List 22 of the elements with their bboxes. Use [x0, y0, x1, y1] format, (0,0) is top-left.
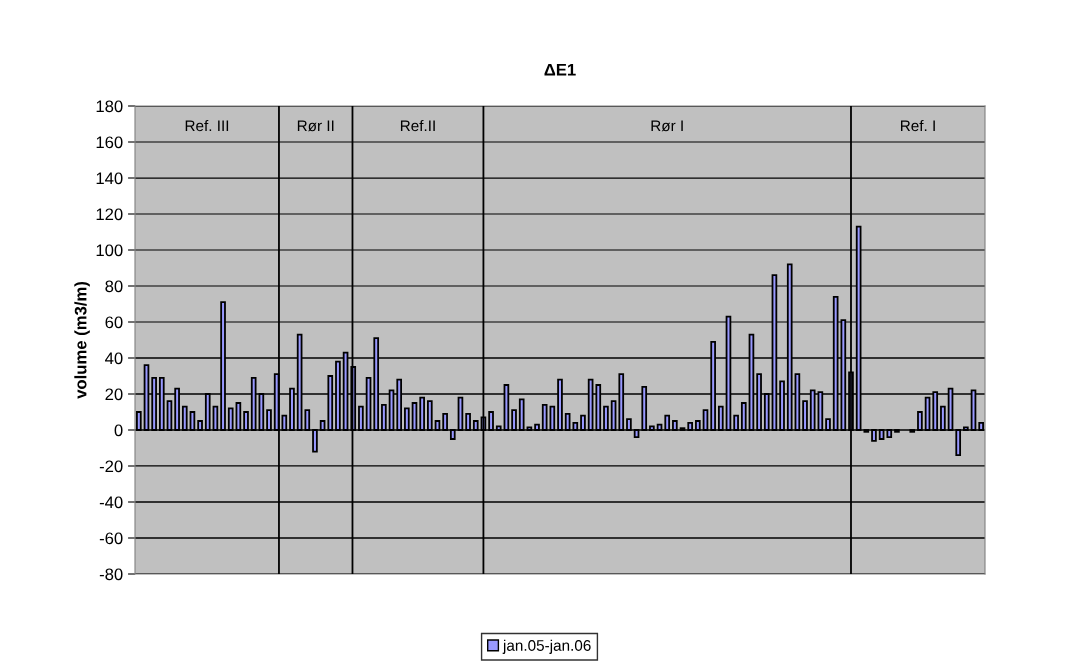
y-tick-label: 20 — [105, 388, 123, 401]
y-axis-title: volume (m3/m) — [74, 282, 90, 399]
y-tick-label: 0 — [114, 424, 123, 437]
y-tick-label: 60 — [105, 316, 123, 329]
y-tick-label: 100 — [96, 244, 123, 257]
y-tick-label: -60 — [99, 532, 123, 545]
y-tick-label: 40 — [105, 352, 123, 365]
annotation: Rør II — [297, 120, 334, 132]
y-tick-label: 80 — [105, 280, 123, 293]
annotation: Rør I — [651, 120, 683, 132]
y-tick-label: 180 — [96, 100, 123, 113]
legend-label: jan.05-jan.06 — [502, 639, 591, 654]
y-tick-label: 160 — [96, 136, 123, 149]
y-tick-label: -20 — [99, 460, 123, 473]
y-tick-label: -40 — [99, 496, 123, 509]
y-tick-label: -80 — [99, 568, 123, 581]
y-tick-label: 140 — [96, 172, 123, 185]
annotation: Ref.II — [400, 119, 435, 132]
annotation: Ref. III — [185, 119, 229, 132]
chart-title: ΔE1 — [544, 63, 576, 76]
annotation: Ref. I — [901, 119, 935, 132]
y-tick-label: 120 — [96, 208, 123, 221]
